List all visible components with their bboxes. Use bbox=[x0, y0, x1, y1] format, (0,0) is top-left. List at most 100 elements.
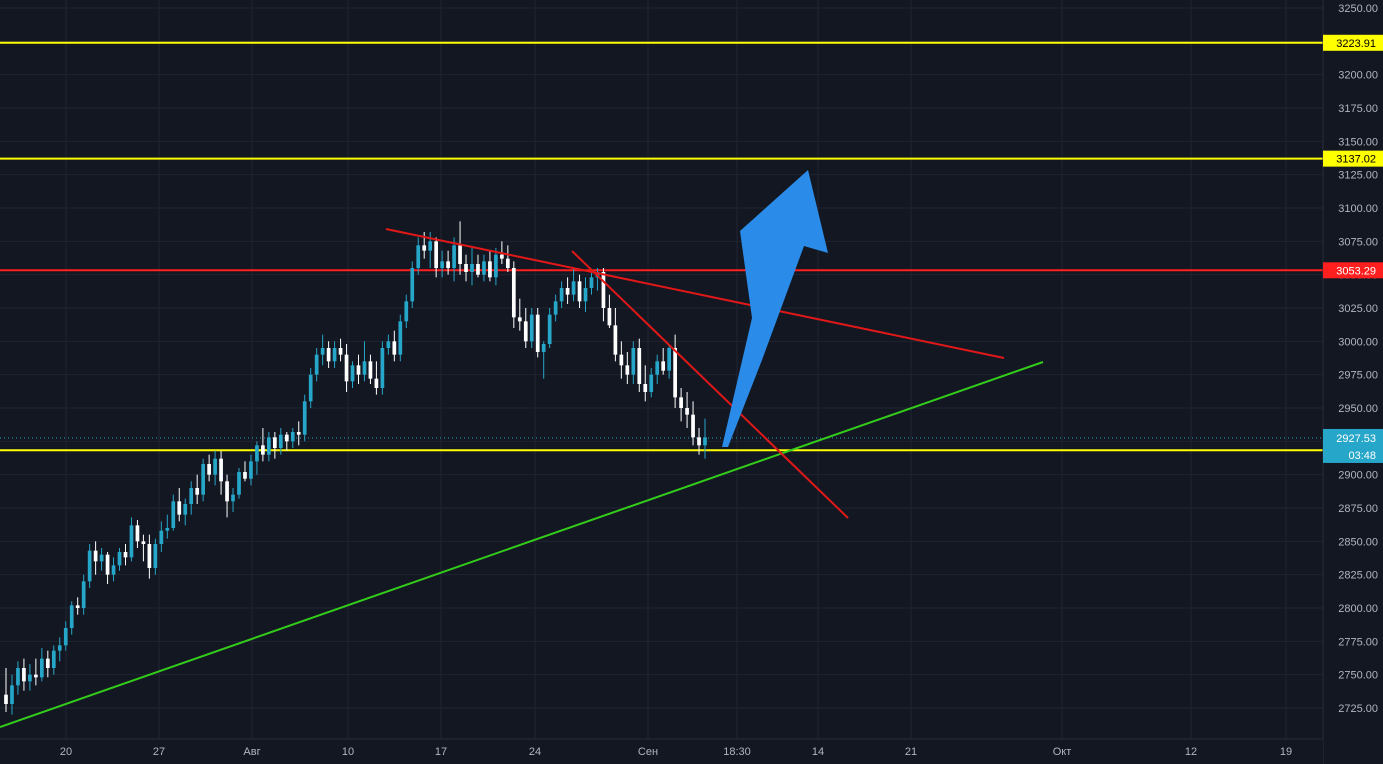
candle bbox=[308, 368, 313, 408]
current-price-tag-bg bbox=[1323, 428, 1383, 463]
candle-body bbox=[326, 348, 331, 362]
time-tick-label: 21 bbox=[905, 746, 917, 758]
candle-body bbox=[571, 281, 576, 295]
candle-body bbox=[679, 397, 683, 408]
candle bbox=[673, 334, 677, 408]
candle-body bbox=[272, 437, 277, 448]
candle bbox=[697, 428, 701, 455]
candle-body bbox=[249, 461, 253, 479]
candle bbox=[225, 474, 229, 518]
candle bbox=[4, 668, 8, 712]
candle bbox=[607, 294, 612, 328]
candle-body bbox=[703, 437, 707, 446]
candle-body bbox=[237, 472, 241, 495]
candle-body bbox=[583, 288, 588, 302]
candle bbox=[171, 494, 176, 531]
candle bbox=[81, 574, 86, 615]
candle-body bbox=[147, 544, 152, 568]
candle bbox=[655, 354, 660, 384]
candle-body bbox=[547, 314, 552, 344]
candle-body bbox=[410, 268, 415, 302]
candle bbox=[529, 308, 534, 348]
candle-body bbox=[667, 348, 672, 371]
candle-body bbox=[577, 281, 582, 302]
candle bbox=[458, 221, 462, 275]
candle-body bbox=[165, 528, 170, 531]
time-tick-label: 19 bbox=[1280, 746, 1292, 758]
candle bbox=[344, 344, 349, 392]
candle bbox=[547, 308, 552, 348]
price-tick-label: 2875.00 bbox=[1338, 503, 1378, 515]
candle-body bbox=[10, 685, 14, 704]
candle-body bbox=[105, 554, 110, 575]
candle-body bbox=[649, 374, 654, 392]
candle-body bbox=[619, 354, 624, 366]
candle-body bbox=[500, 254, 504, 259]
candle-body bbox=[452, 245, 456, 268]
candle bbox=[147, 534, 152, 579]
candle bbox=[637, 338, 642, 392]
candle-body bbox=[404, 301, 409, 322]
candle-body bbox=[87, 550, 92, 582]
candle-body bbox=[565, 288, 570, 295]
candle-body bbox=[117, 552, 122, 566]
candle bbox=[284, 432, 289, 451]
candle-body bbox=[482, 261, 486, 275]
price-axis-background bbox=[1323, 0, 1383, 764]
candle bbox=[45, 650, 50, 678]
chart-grid bbox=[0, 0, 1323, 739]
time-tick-label: Сен bbox=[638, 746, 658, 758]
price-tick-label: 3250.00 bbox=[1338, 3, 1378, 15]
candle-body bbox=[434, 241, 439, 268]
candle bbox=[589, 272, 594, 295]
candle-body bbox=[470, 264, 474, 272]
candle bbox=[75, 597, 80, 615]
candle bbox=[320, 334, 325, 366]
candle bbox=[517, 298, 522, 331]
candle bbox=[398, 314, 403, 362]
candle-body bbox=[141, 541, 146, 544]
candle-body bbox=[488, 261, 492, 278]
candle-body bbox=[517, 317, 522, 322]
candle bbox=[494, 248, 498, 286]
candle bbox=[577, 274, 582, 308]
price-tick-label: 3075.00 bbox=[1338, 236, 1378, 248]
candle bbox=[278, 428, 283, 455]
candle-body bbox=[344, 354, 349, 382]
candle-body bbox=[416, 245, 421, 268]
candle-body bbox=[123, 552, 128, 558]
candle bbox=[703, 418, 707, 459]
candle-body bbox=[219, 458, 223, 482]
candle bbox=[87, 544, 92, 588]
candle-body bbox=[308, 374, 313, 402]
candle-body bbox=[231, 494, 235, 502]
candle-body bbox=[464, 264, 468, 272]
candle-body bbox=[243, 472, 247, 479]
candle bbox=[464, 254, 468, 282]
candle-body bbox=[356, 365, 361, 375]
candle bbox=[685, 392, 689, 428]
candle bbox=[69, 601, 74, 635]
price-axis[interactable]: 3250.003225.003200.003175.003150.003125.… bbox=[1322, 0, 1383, 764]
candle-body bbox=[691, 414, 695, 438]
time-tick-label: 12 bbox=[1185, 746, 1197, 758]
candle-body bbox=[392, 341, 397, 355]
candle-body bbox=[255, 445, 259, 462]
candle-body bbox=[34, 674, 38, 678]
candle-body bbox=[523, 321, 528, 342]
time-axis-background bbox=[0, 739, 1323, 764]
trend-drawings bbox=[0, 170, 1044, 728]
candle-body bbox=[296, 432, 301, 435]
candle bbox=[679, 388, 683, 422]
candle-body bbox=[51, 650, 56, 668]
candle-body bbox=[195, 488, 200, 495]
candle bbox=[267, 432, 271, 462]
candle-body bbox=[135, 525, 140, 542]
time-tick-label: 14 bbox=[812, 746, 824, 758]
ascending-trendline bbox=[0, 361, 1044, 728]
candle bbox=[691, 401, 695, 446]
time-axis[interactable]: 20 27 Авг 10 17 24 Сен 18:30 14 21 Окт 12 19 bbox=[0, 738, 1323, 764]
candle-body bbox=[45, 658, 50, 668]
candle-body bbox=[631, 348, 636, 375]
